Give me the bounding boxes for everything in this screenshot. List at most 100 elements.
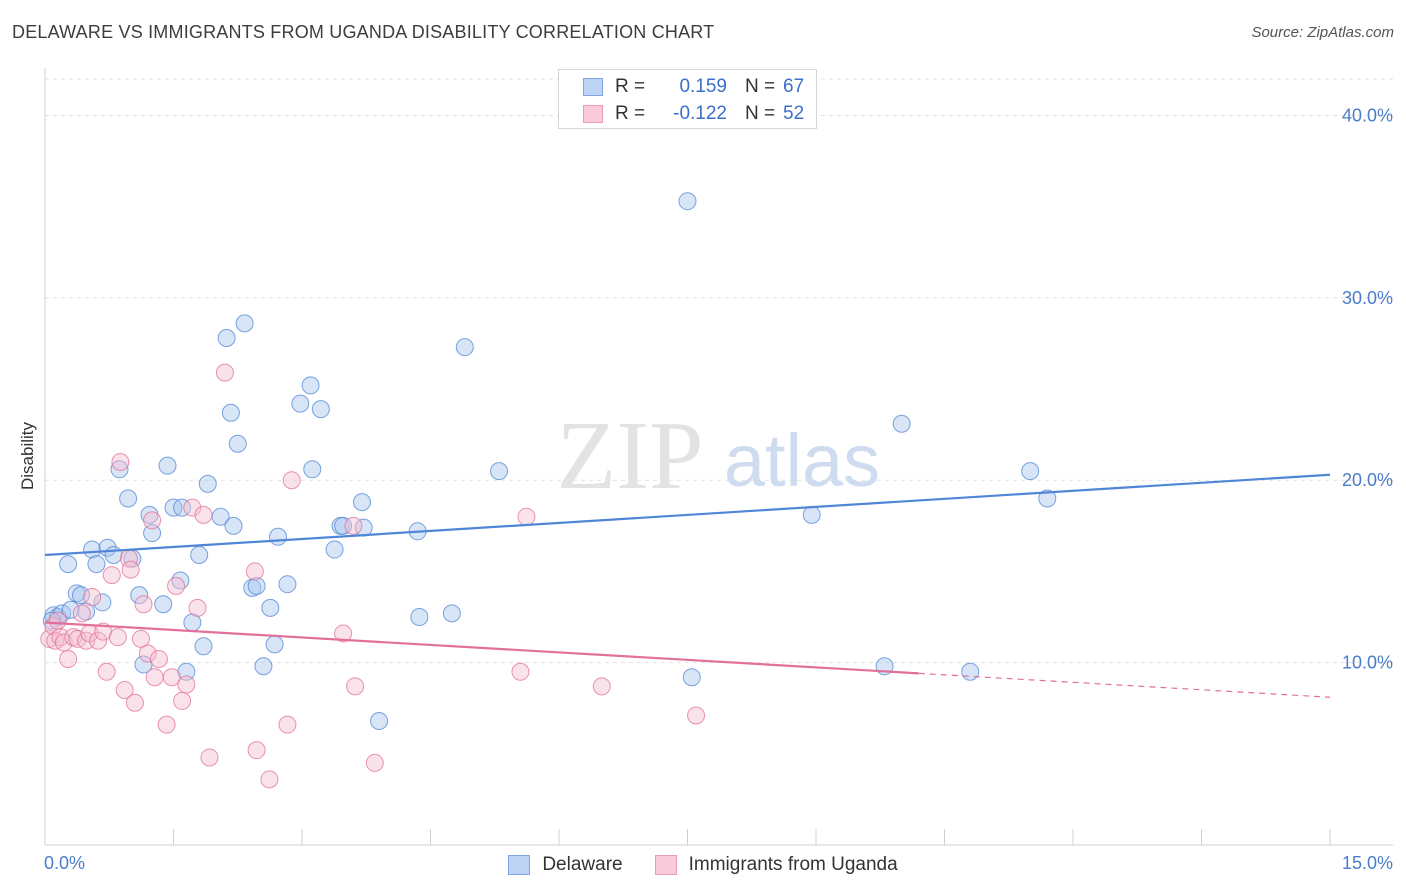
delaware-trend-line bbox=[44, 473, 1331, 557]
uganda-point bbox=[121, 560, 140, 579]
delaware-point bbox=[269, 527, 288, 546]
delaware-point bbox=[678, 192, 697, 211]
uganda-point bbox=[125, 693, 144, 712]
delaware-point bbox=[130, 586, 149, 605]
chart-title: DELAWARE VS IMMIGRANTS FROM UGANDA DISAB… bbox=[12, 22, 715, 42]
delaware-point bbox=[352, 493, 371, 512]
y-tick-label: 40.0% bbox=[1342, 105, 1393, 125]
uganda-point bbox=[334, 624, 353, 643]
uganda-point bbox=[143, 511, 162, 530]
delaware-point bbox=[370, 711, 389, 730]
legend-r-value-uganda: -0.122 bbox=[673, 103, 727, 124]
delaware-point bbox=[490, 462, 509, 481]
uganda-point bbox=[260, 770, 279, 789]
uganda-point bbox=[173, 691, 192, 710]
legend-swatch-delaware bbox=[508, 855, 531, 875]
delaware-point bbox=[217, 328, 236, 347]
delaware-point bbox=[224, 516, 243, 535]
y-tick-label: 10.0% bbox=[1342, 653, 1393, 673]
delaware-point bbox=[247, 577, 266, 596]
uganda-point bbox=[687, 706, 706, 725]
delaware-point bbox=[682, 668, 701, 687]
legend-row-delaware: R = 0.159 N = 67 bbox=[583, 76, 804, 98]
legend-r-value-delaware: 0.159 bbox=[679, 76, 727, 97]
delaware-point bbox=[961, 662, 980, 681]
legend-label-delaware: Delaware bbox=[542, 854, 623, 875]
legend-n-value-delaware: 67 bbox=[783, 76, 805, 97]
delaware-point bbox=[410, 608, 429, 627]
uganda-point bbox=[247, 741, 266, 760]
uganda-point bbox=[108, 628, 127, 647]
delaware-point bbox=[1038, 489, 1057, 508]
uganda-point bbox=[97, 662, 116, 681]
uganda-point bbox=[72, 604, 91, 623]
delaware-point bbox=[301, 376, 320, 395]
uganda-point bbox=[344, 516, 363, 535]
uganda-point bbox=[102, 566, 121, 585]
source-label: Source: ZipAtlas.com bbox=[1251, 24, 1394, 41]
uganda-point bbox=[167, 577, 186, 596]
uganda-point bbox=[278, 715, 297, 734]
delaware-point bbox=[198, 474, 217, 493]
watermark-atlas: atlas bbox=[724, 419, 880, 502]
legend-r-label: R = bbox=[615, 76, 646, 97]
delaware-point bbox=[173, 498, 192, 517]
legend-item-delaware: Delaware bbox=[508, 854, 623, 876]
series-uganda-points bbox=[40, 363, 706, 789]
delaware-point bbox=[119, 489, 138, 508]
uganda-point bbox=[145, 668, 164, 687]
delaware-point bbox=[254, 657, 273, 676]
axes bbox=[44, 68, 1393, 846]
uganda-point bbox=[131, 629, 150, 648]
uganda-point bbox=[138, 644, 157, 663]
delaware-point bbox=[235, 314, 254, 333]
delaware-point bbox=[291, 394, 310, 413]
legend-n-label: N = bbox=[745, 103, 776, 124]
series-legend: Delaware Immigrants from Uganda bbox=[0, 852, 1406, 878]
uganda-trend-line-extension bbox=[918, 672, 1331, 698]
correlation-legend: R = 0.159 N = 67 R = -0.122 N = 52 bbox=[558, 69, 817, 129]
uganda-point bbox=[592, 677, 611, 696]
delaware-point bbox=[154, 595, 173, 614]
delaware-point bbox=[93, 593, 112, 612]
legend-swatch-delaware bbox=[583, 78, 603, 96]
y-tick-label: 30.0% bbox=[1342, 288, 1393, 308]
delaware-point bbox=[228, 434, 247, 453]
legend-label-uganda: Immigrants from Uganda bbox=[688, 854, 898, 875]
delaware-point bbox=[190, 546, 209, 565]
legend-item-uganda: Immigrants from Uganda bbox=[654, 854, 898, 876]
uganda-point bbox=[215, 363, 234, 382]
delaware-point bbox=[61, 600, 80, 619]
delaware-point bbox=[59, 555, 78, 574]
x-tick-label: 0.0% bbox=[44, 853, 85, 873]
delaware-point bbox=[143, 524, 162, 543]
tick-labels: 10.0% 20.0% 30.0% 40.0% 0.0% 15.0% bbox=[44, 105, 1393, 873]
legend-swatch-uganda bbox=[654, 855, 677, 875]
uganda-point bbox=[157, 715, 176, 734]
delaware-point bbox=[87, 555, 106, 574]
uganda-point bbox=[245, 562, 264, 581]
uganda-point bbox=[162, 668, 181, 687]
delaware-point bbox=[334, 516, 353, 535]
uganda-point bbox=[48, 611, 67, 630]
uganda-point bbox=[188, 598, 207, 617]
delaware-point bbox=[194, 637, 213, 656]
legend-swatch-uganda bbox=[583, 105, 603, 123]
delaware-point bbox=[278, 575, 297, 594]
delaware-point bbox=[261, 598, 280, 617]
series-delaware-points bbox=[42, 192, 1057, 730]
delaware-point bbox=[303, 460, 322, 479]
delaware-point bbox=[110, 460, 129, 479]
delaware-point bbox=[325, 540, 344, 559]
trend-lines bbox=[44, 473, 1331, 698]
uganda-point bbox=[89, 631, 108, 650]
legend-row-uganda: R = -0.122 N = 52 bbox=[583, 103, 804, 125]
delaware-point bbox=[104, 546, 123, 565]
legend-r-label: R = bbox=[615, 103, 646, 124]
uganda-point bbox=[59, 649, 78, 668]
delaware-point bbox=[311, 400, 330, 419]
legend-n-label: N = bbox=[745, 76, 776, 97]
uganda-point bbox=[200, 748, 219, 767]
uganda-trend-line bbox=[44, 621, 919, 675]
